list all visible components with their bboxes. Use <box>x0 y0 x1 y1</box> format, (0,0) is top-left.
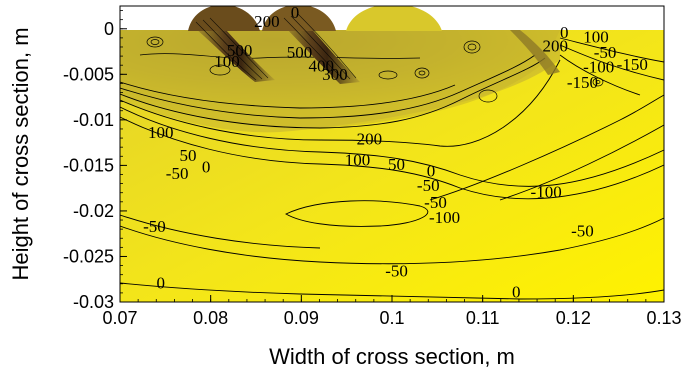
y-tick-label: -0.025 <box>63 246 114 266</box>
surface-bumps <box>188 6 442 31</box>
contour-level-label: 100 <box>345 150 371 169</box>
contour-level-label: 200 <box>542 37 568 56</box>
contour-lines <box>120 37 664 300</box>
streak-lines <box>195 13 357 81</box>
contour-level-label: 400 <box>309 57 335 76</box>
plot-area <box>120 6 664 302</box>
contour-level-label: -100 <box>531 182 562 201</box>
y-tick-label: -0.01 <box>73 110 114 130</box>
contour-level-label: 100 <box>148 123 174 142</box>
contour-level-label: 0 <box>427 161 436 180</box>
contour-level-label: 200 <box>254 12 280 31</box>
contour-level-label: -100 <box>429 208 460 227</box>
contour-level-label: 0 <box>202 158 211 177</box>
contour-level-label: 50 <box>388 155 405 174</box>
contour-level-label: 50 <box>180 146 197 165</box>
y-tick-label: -0.02 <box>73 201 114 221</box>
contour-level-label: 0 <box>560 23 569 42</box>
y-axis: 0 -0.005 -0.01 -0.015 -0.02 -0.025 -0.03 <box>63 10 127 312</box>
y-tick-label: 0 <box>104 19 114 39</box>
contour-level-label: 100 <box>583 27 609 46</box>
contour-level-label: -50 <box>143 217 166 236</box>
x-tick-label: 0.1 <box>379 308 404 328</box>
contour-level-label: -50 <box>166 164 189 183</box>
contour-level-label: 500 <box>287 43 313 62</box>
contour-level-label: 0 <box>157 273 166 292</box>
contour-level-label: 0 <box>291 3 300 22</box>
contour-islands <box>139 36 604 103</box>
contour-level-label: 100 <box>214 52 240 71</box>
contour-level-label: -50 <box>424 193 447 212</box>
x-tick-label: 0.09 <box>284 308 319 328</box>
contour-level-label: 500 <box>227 41 253 60</box>
x-tick-label: 0.12 <box>556 308 591 328</box>
contour-level-label: -50 <box>417 176 440 195</box>
x-tick-label: 0.13 <box>646 308 681 328</box>
contour-level-label: -100 <box>583 57 614 76</box>
x-tick-label: 0.08 <box>193 308 228 328</box>
contour-level-label: 0 <box>512 282 521 301</box>
y-tick-label: -0.03 <box>73 292 114 312</box>
contour-level-label: 300 <box>322 65 348 84</box>
contour-level-label: -50 <box>385 261 408 280</box>
y-tick-label: -0.005 <box>63 64 114 84</box>
contour-level-label: -150 <box>617 55 648 74</box>
contour-level-label: -150 <box>567 73 598 92</box>
y-axis-label: Height of cross section, m <box>8 27 33 280</box>
x-tick-label: 0.07 <box>102 308 137 328</box>
y-tick-label: -0.015 <box>63 155 114 175</box>
contour-level-label: -50 <box>571 221 594 240</box>
contour-level-label: -50 <box>594 43 617 62</box>
contour-level-label: 200 <box>357 129 383 148</box>
x-tick-label: 0.11 <box>466 308 500 328</box>
x-axis: 0.07 0.08 0.09 0.1 0.11 0.12 0.13 <box>102 295 682 328</box>
x-axis-label: Width of cross section, m <box>269 344 515 369</box>
